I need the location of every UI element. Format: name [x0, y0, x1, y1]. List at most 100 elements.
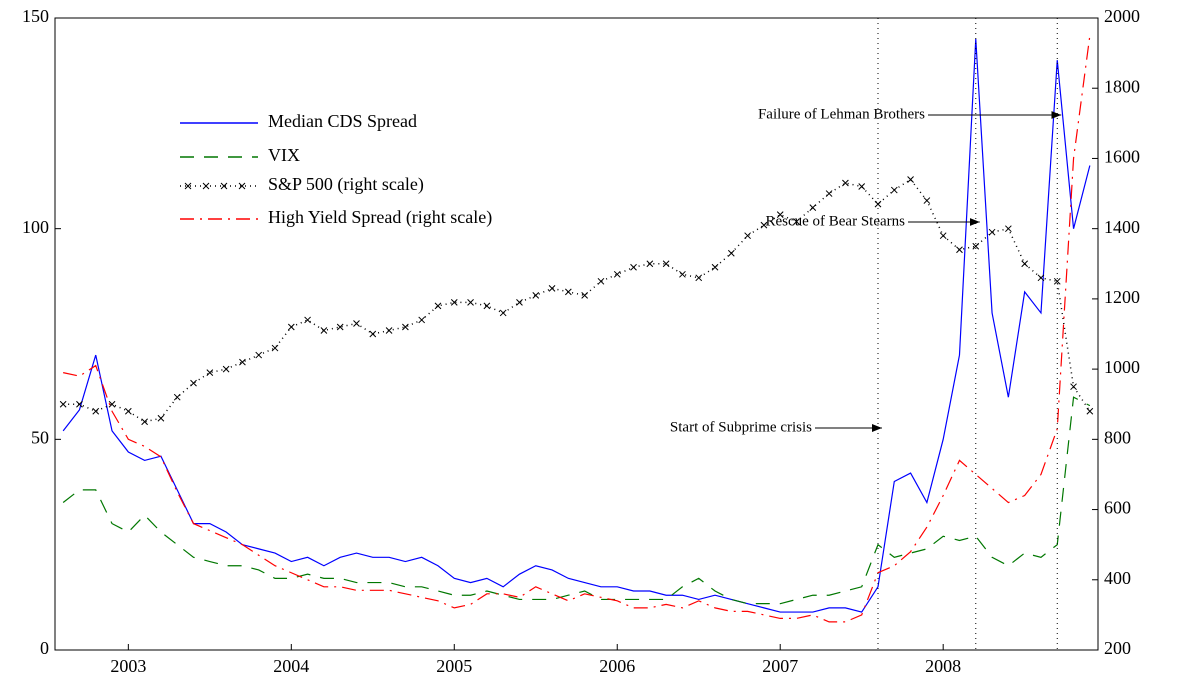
- x-tick-label: 2005: [436, 656, 472, 676]
- point-marker: [516, 299, 523, 306]
- point-marker: [1021, 260, 1029, 268]
- plot-frame: [54, 17, 1099, 651]
- y2-tick-label: 1400: [1104, 217, 1140, 237]
- point-marker: [825, 190, 833, 197]
- series-line: [62, 396, 1091, 605]
- annotation: Start of Subprime crisis: [670, 419, 812, 435]
- point-marker: [320, 327, 328, 334]
- point-marker: [76, 400, 83, 408]
- point-marker: [1037, 274, 1045, 282]
- point-marker: [988, 228, 996, 236]
- point-marker: [255, 351, 263, 359]
- x-tick-label: 2004: [273, 656, 309, 676]
- point-marker: [548, 285, 556, 292]
- point-marker: [271, 344, 279, 352]
- point-marker: [613, 270, 621, 278]
- point-marker: [727, 249, 735, 257]
- point-marker: [434, 302, 442, 310]
- x-tick-label: 2008: [925, 656, 961, 676]
- point-marker: [793, 218, 800, 225]
- point-marker: [222, 365, 230, 373]
- point-marker: [874, 200, 882, 208]
- point-marker: [532, 292, 540, 299]
- point-marker: [630, 263, 637, 271]
- point-marker: [972, 242, 980, 250]
- point-marker: [646, 260, 654, 268]
- y-tick-label: 100: [22, 217, 49, 237]
- y2-tick-label: 2000: [1104, 6, 1140, 26]
- y2-tick-label: 600: [1104, 498, 1131, 518]
- point-marker: [1070, 383, 1077, 391]
- legend-marker: [238, 182, 246, 190]
- point-marker: [939, 232, 947, 240]
- point-marker: [92, 407, 100, 415]
- point-marker: [597, 277, 605, 285]
- y2-tick-label: 200: [1104, 638, 1131, 658]
- point-marker: [679, 270, 686, 278]
- point-marker: [353, 320, 360, 327]
- y2-tick-label: 400: [1104, 568, 1131, 588]
- point-marker: [711, 263, 719, 271]
- x-tick-label: 2003: [110, 656, 146, 676]
- x-tick-label: 2007: [762, 656, 798, 676]
- legend-label: High Yield Spread (right scale): [268, 207, 492, 228]
- y-tick-label: 0: [40, 638, 49, 658]
- point-marker: [842, 179, 849, 187]
- y2-tick-label: 1200: [1104, 287, 1140, 307]
- point-marker: [190, 379, 197, 387]
- point-marker: [304, 316, 311, 324]
- y-tick-label: 50: [31, 427, 49, 447]
- point-marker: [564, 288, 572, 296]
- point-marker: [206, 369, 214, 376]
- point-marker: [923, 197, 931, 204]
- point-marker: [239, 358, 246, 366]
- y2-tick-label: 800: [1104, 427, 1131, 447]
- point-marker: [776, 211, 784, 218]
- series-line: [63, 178, 1091, 423]
- point-marker: [385, 327, 393, 334]
- legend-label: VIX: [268, 145, 300, 165]
- y2-tick-label: 1600: [1104, 147, 1140, 167]
- point-marker: [1086, 407, 1094, 415]
- point-marker: [809, 204, 817, 211]
- point-marker: [499, 309, 507, 317]
- point-marker: [173, 393, 181, 401]
- point-marker: [907, 176, 914, 183]
- point-marker: [1005, 225, 1012, 233]
- point-marker: [483, 302, 491, 310]
- point-marker: [760, 221, 768, 229]
- series-line: [62, 39, 1091, 613]
- point-marker: [124, 407, 132, 415]
- point-marker: [1053, 277, 1061, 285]
- point-marker: [662, 260, 670, 268]
- point-marker: [450, 299, 458, 306]
- point-marker: [157, 414, 165, 422]
- series-line: [63, 35, 1091, 623]
- point-marker: [956, 246, 963, 254]
- point-marker: [141, 418, 148, 426]
- point-marker: [418, 316, 426, 324]
- point-marker: [858, 183, 866, 190]
- point-marker: [108, 400, 116, 408]
- point-marker: [336, 323, 344, 331]
- legend-marker: [220, 182, 228, 190]
- legend-marker: [202, 182, 210, 190]
- point-marker: [402, 323, 409, 331]
- point-marker: [581, 292, 589, 299]
- y2-tick-label: 1000: [1104, 357, 1140, 377]
- point-marker: [287, 323, 295, 331]
- legend-label: Median CDS Spread: [268, 111, 417, 131]
- point-marker: [890, 186, 898, 194]
- point-marker: [744, 232, 751, 240]
- point-marker: [695, 274, 703, 282]
- legend-marker: [184, 182, 192, 190]
- annotation: Failure of Lehman Brothers: [758, 106, 925, 122]
- legend-label: S&P 500 (right scale): [268, 174, 424, 195]
- y-tick-label: 150: [22, 6, 49, 26]
- point-marker: [369, 330, 377, 338]
- point-marker: [59, 400, 67, 408]
- y2-tick-label: 1800: [1104, 76, 1140, 96]
- annotation: Rescue of Bear Stearns: [765, 213, 905, 229]
